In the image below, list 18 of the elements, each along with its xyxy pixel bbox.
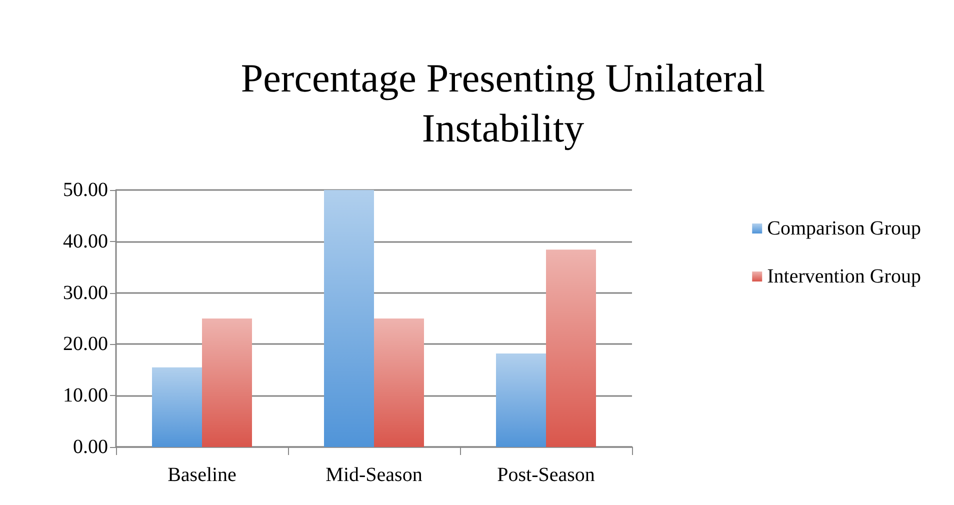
bar (546, 250, 596, 447)
legend-label: Intervention Group (767, 266, 921, 288)
bar (324, 190, 374, 447)
legend-label: Comparison Group (767, 218, 922, 240)
x-tick-label: Post-Season (497, 464, 595, 486)
chart-title: Percentage Presenting Unilateral Instability (240, 56, 766, 150)
bar (496, 353, 546, 447)
y-tick-label: 30.00 (63, 282, 108, 304)
y-tick-label: 20.00 (63, 333, 108, 356)
y-tick-label: 0.00 (73, 436, 108, 458)
x-tick-label: Baseline (168, 464, 237, 486)
y-tick-label: 50.00 (63, 179, 108, 201)
bar (152, 367, 202, 447)
bar (202, 318, 252, 447)
bar (374, 318, 424, 447)
y-tick-label: 40.00 (63, 230, 108, 252)
x-tick-label: Mid-Season (326, 464, 422, 486)
y-tick-label: 10.00 (63, 384, 108, 407)
